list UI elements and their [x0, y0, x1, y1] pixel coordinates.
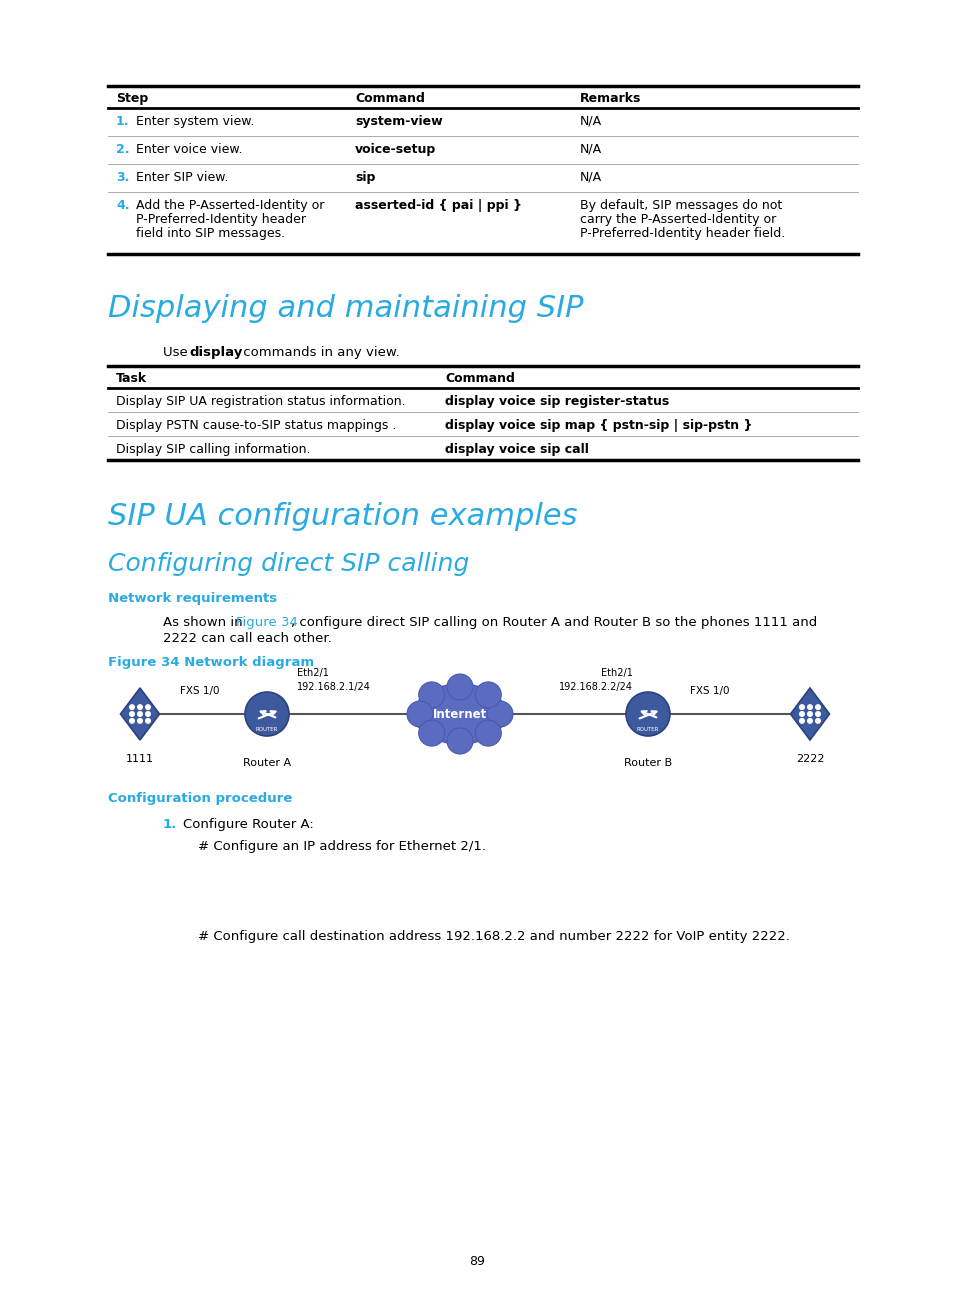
Text: sip: sip: [355, 171, 375, 184]
Circle shape: [146, 705, 151, 709]
Text: Eth2/1: Eth2/1: [296, 667, 329, 678]
Text: Configuring direct SIP calling: Configuring direct SIP calling: [108, 552, 469, 575]
Text: By default, SIP messages do not: By default, SIP messages do not: [579, 200, 781, 213]
Text: asserted-id { pai | ppi }: asserted-id { pai | ppi }: [355, 200, 521, 213]
Text: Task: Task: [116, 372, 147, 385]
Text: 89: 89: [469, 1255, 484, 1267]
Text: Router A: Router A: [243, 758, 291, 769]
Text: voice-setup: voice-setup: [355, 143, 436, 156]
Text: Display SIP calling information.: Display SIP calling information.: [116, 443, 310, 456]
Text: system-view: system-view: [355, 115, 442, 128]
Text: N/A: N/A: [579, 171, 601, 184]
Text: # Configure call destination address 192.168.2.2 and number 2222 for VoIP entity: # Configure call destination address 192…: [198, 931, 789, 943]
Text: 2222 can call each other.: 2222 can call each other.: [163, 632, 332, 645]
Circle shape: [799, 705, 803, 709]
Circle shape: [407, 701, 433, 727]
Text: Router B: Router B: [623, 758, 671, 769]
Text: 1.: 1.: [163, 818, 177, 831]
Text: FXS 1/0: FXS 1/0: [180, 686, 219, 696]
Text: Step: Step: [116, 92, 148, 105]
Text: Use: Use: [163, 346, 192, 359]
Circle shape: [807, 705, 811, 709]
Polygon shape: [120, 688, 159, 740]
Circle shape: [137, 712, 142, 717]
Text: display voice sip register-status: display voice sip register-status: [444, 395, 669, 408]
Circle shape: [815, 705, 820, 709]
Circle shape: [799, 712, 803, 717]
Text: 192.168.2.2/24: 192.168.2.2/24: [558, 682, 633, 692]
Text: 2222: 2222: [795, 754, 823, 765]
Text: 2.: 2.: [116, 143, 130, 156]
Circle shape: [799, 718, 803, 723]
Text: display: display: [189, 346, 242, 359]
Circle shape: [130, 712, 134, 717]
Text: 1111: 1111: [126, 754, 153, 765]
Text: Figure 34: Figure 34: [235, 616, 297, 629]
Text: Figure 34 Network diagram: Figure 34 Network diagram: [108, 656, 314, 669]
Text: Enter voice view.: Enter voice view.: [136, 143, 242, 156]
Circle shape: [807, 712, 811, 717]
Text: 4.: 4.: [116, 200, 130, 213]
Text: 192.168.2.1/24: 192.168.2.1/24: [296, 682, 371, 692]
Text: Network requirements: Network requirements: [108, 592, 276, 605]
Text: Add the P-Asserted-Identity or: Add the P-Asserted-Identity or: [136, 200, 324, 213]
Text: Configuration procedure: Configuration procedure: [108, 792, 292, 805]
Text: As shown in: As shown in: [163, 616, 247, 629]
Text: Remarks: Remarks: [579, 92, 640, 105]
Circle shape: [146, 712, 151, 717]
Text: 3.: 3.: [116, 171, 130, 184]
Text: display voice sip map { pstn-sip | sip-pstn }: display voice sip map { pstn-sip | sip-p…: [444, 419, 752, 432]
Text: P-Preferred-Identity header field.: P-Preferred-Identity header field.: [579, 227, 784, 240]
Text: field into SIP messages.: field into SIP messages.: [136, 227, 285, 240]
Text: 1.: 1.: [116, 115, 130, 128]
Circle shape: [486, 701, 513, 727]
Text: Displaying and maintaining SIP: Displaying and maintaining SIP: [108, 294, 583, 323]
Circle shape: [815, 712, 820, 717]
Text: Enter system view.: Enter system view.: [136, 115, 254, 128]
Circle shape: [625, 692, 669, 736]
Text: SIP UA configuration examples: SIP UA configuration examples: [108, 502, 577, 531]
Text: ROUTER: ROUTER: [637, 727, 659, 732]
Text: Eth2/1: Eth2/1: [600, 667, 633, 678]
Text: , configure direct SIP calling on Router A and Router B so the phones 1111 and: , configure direct SIP calling on Router…: [291, 616, 817, 629]
Circle shape: [418, 721, 444, 746]
Circle shape: [815, 718, 820, 723]
Text: Enter SIP view.: Enter SIP view.: [136, 171, 228, 184]
Text: Configure Router A:: Configure Router A:: [183, 818, 314, 831]
Circle shape: [130, 718, 134, 723]
Circle shape: [245, 692, 289, 736]
Circle shape: [447, 674, 473, 700]
Ellipse shape: [414, 684, 505, 744]
Text: N/A: N/A: [579, 115, 601, 128]
Text: Display PSTN cause-to-SIP status mappings .: Display PSTN cause-to-SIP status mapping…: [116, 419, 395, 432]
Circle shape: [475, 721, 500, 746]
Text: FXS 1/0: FXS 1/0: [690, 686, 729, 696]
Text: commands in any view.: commands in any view.: [239, 346, 399, 359]
Text: # Configure an IP address for Ethernet 2/1.: # Configure an IP address for Ethernet 2…: [198, 840, 485, 853]
Circle shape: [130, 705, 134, 709]
Circle shape: [418, 682, 444, 708]
Circle shape: [807, 718, 811, 723]
Text: Display SIP UA registration status information.: Display SIP UA registration status infor…: [116, 395, 405, 408]
Circle shape: [137, 705, 142, 709]
Text: display voice sip call: display voice sip call: [444, 443, 588, 456]
Circle shape: [475, 682, 500, 708]
Text: P-Preferred-Identity header: P-Preferred-Identity header: [136, 213, 306, 226]
Text: ROUTER: ROUTER: [255, 727, 278, 732]
Text: N/A: N/A: [579, 143, 601, 156]
Text: carry the P-Asserted-Identity or: carry the P-Asserted-Identity or: [579, 213, 776, 226]
Text: Command: Command: [444, 372, 515, 385]
Text: Internet: Internet: [433, 708, 487, 721]
Polygon shape: [790, 688, 828, 740]
Circle shape: [447, 728, 473, 754]
Circle shape: [137, 718, 142, 723]
Circle shape: [146, 718, 151, 723]
Text: Command: Command: [355, 92, 424, 105]
